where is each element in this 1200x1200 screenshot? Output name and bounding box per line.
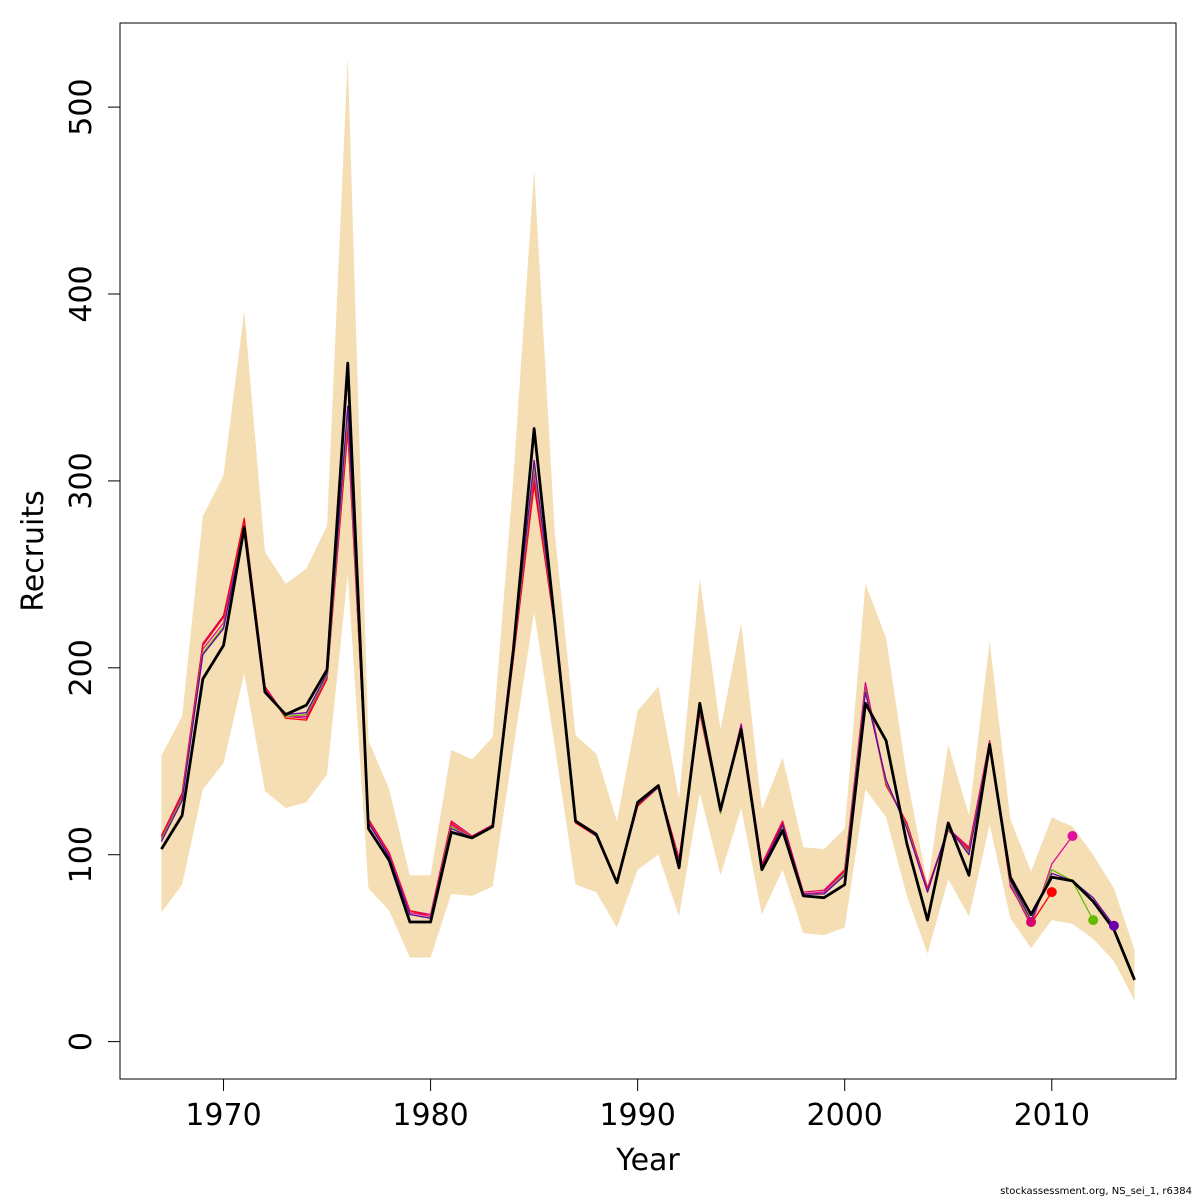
x-tick-label: 1970: [185, 1098, 261, 1133]
x-tick-label: 2000: [807, 1098, 883, 1133]
y-tick-label: 300: [64, 452, 99, 509]
x-tick-label: 2010: [1014, 1098, 1090, 1133]
y-tick-label: 100: [64, 826, 99, 883]
footer-credit: stockassessment.org, NS_sei_1, r6384: [1000, 1186, 1192, 1197]
y-tick-label: 200: [64, 639, 99, 696]
main-series-line: [160, 361, 1136, 981]
endpoint-markers-layer: [1026, 831, 1119, 931]
retro-series-endpoint-4: [1088, 915, 1099, 926]
y-axis: 0 100 200 300 400 500: [64, 78, 121, 1051]
x-axis: 1970 1980 1990 2000 2010: [185, 1078, 1090, 1133]
x-tick-label: 1990: [599, 1098, 675, 1133]
y-axis-title: Recruits: [16, 490, 51, 612]
y-tick-label: 400: [64, 265, 99, 322]
retro-series-endpoint-1: [1026, 917, 1037, 928]
x-axis-title: Year: [615, 1143, 680, 1178]
retro-series-endpoint-3: [1067, 831, 1078, 842]
y-tick-label: 500: [64, 78, 99, 135]
y-tick-label: 0: [64, 1032, 99, 1051]
main-series-layer: [160, 361, 1136, 981]
retro-series-endpoint-5: [1108, 920, 1119, 931]
x-tick-label: 1980: [392, 1098, 468, 1133]
retro-series-endpoint-2: [1046, 887, 1057, 898]
